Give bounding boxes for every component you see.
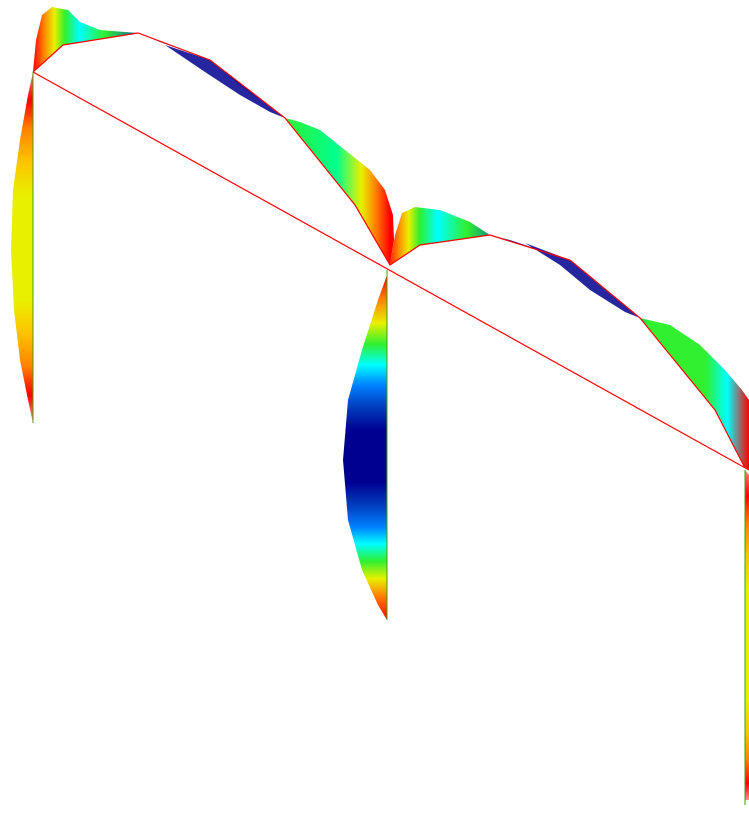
roof-dark-band xyxy=(165,45,285,118)
roof-diagram xyxy=(390,207,749,470)
roof-member xyxy=(32,32,746,469)
roof-dark-band xyxy=(525,243,640,318)
brace-line xyxy=(32,71,749,471)
column-diagram xyxy=(11,72,33,423)
column-diagram xyxy=(343,275,387,620)
roof-diagram xyxy=(33,7,394,265)
column-diagram xyxy=(745,470,749,800)
